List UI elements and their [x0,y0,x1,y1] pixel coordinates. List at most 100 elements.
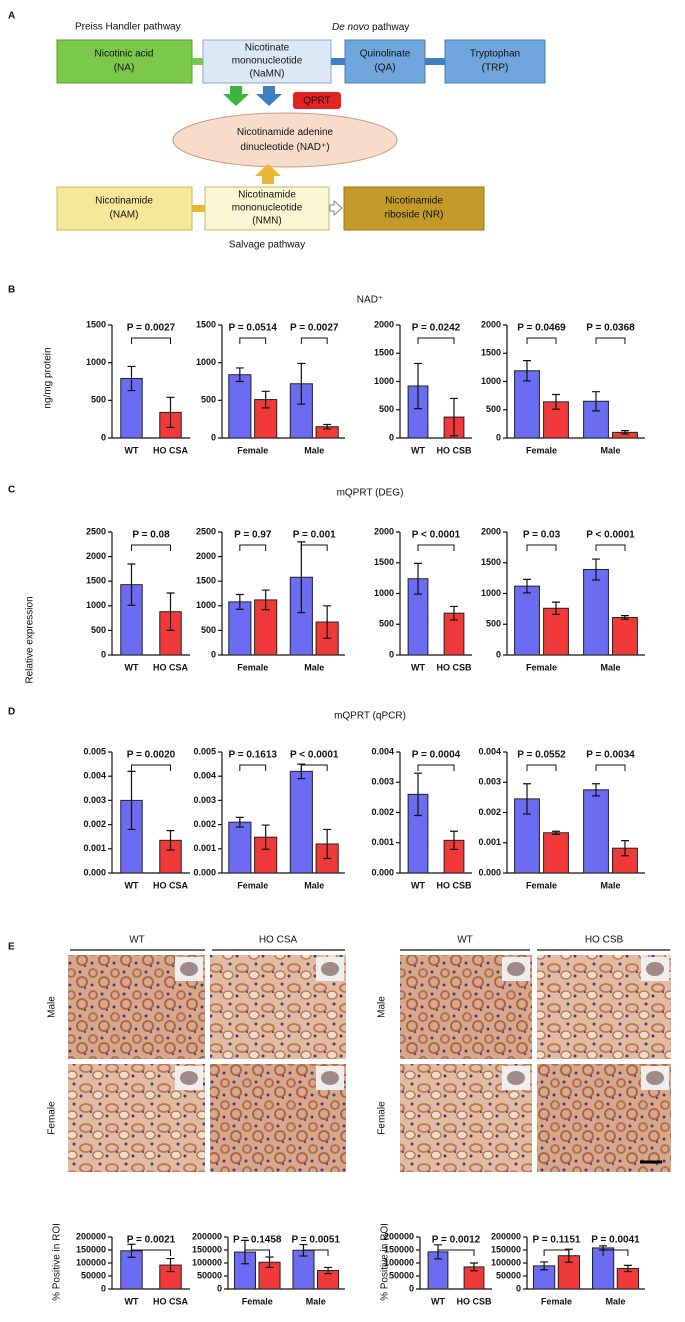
y-tick-label: 150000 [192,1244,222,1254]
significance-bracket [300,544,328,551]
y-tick-label: 1500 [481,557,501,567]
x-tick-label: Female [237,880,268,890]
significance-bracket [300,337,328,344]
p-value: P = 0.0027 [290,323,339,334]
x-tick-label: WT [411,662,425,672]
error-bar [127,770,136,831]
connector [425,58,445,65]
connector [192,205,205,212]
p-value: P = 0.0368 [586,323,635,334]
y-tick-label: 0.000 [83,867,106,877]
y-tick-label: 0 [409,1283,414,1293]
y-tick-label: 2000 [196,551,216,561]
p-value: P = 0.1458 [233,1235,282,1246]
y-tick-label: 0.000 [371,867,394,877]
significance-bracket [131,1249,171,1256]
na-box [56,39,193,84]
y-tick-label: 500 [91,625,106,635]
row-title: mQPRT (DEG) [337,488,404,499]
y-tick-label: 100000 [384,1257,414,1267]
significance-bracket [417,544,455,551]
bar [583,569,609,656]
y-tick-label: 2500 [196,526,216,536]
node-label: Nicotinate [245,43,290,54]
row-title: mQPRT (qPCR) [334,711,406,722]
qprt-box [293,92,341,109]
significance-bracket [131,764,171,771]
x-tick-label: Male [306,1296,326,1306]
y-tick-label: 0.002 [83,819,106,829]
error-bar [235,367,244,383]
y-axis-label: % Positive in ROI [380,1223,391,1301]
nam-box [56,186,193,231]
bar [583,789,609,874]
x-tick-label: Male [304,662,324,672]
significance-bracket [526,764,557,771]
y-tick-label: 0.005 [83,746,106,756]
x-tick-label: Male [600,662,620,672]
significance-bracket [595,337,626,344]
y-tick-label: 2000 [481,319,501,329]
x-tick-label: WT [125,662,139,672]
y-tick-label: 1000 [481,588,501,598]
error-bar [166,830,175,851]
p-value: P = 0.1613 [229,750,278,761]
significance-bracket [526,544,557,551]
error-bar [261,589,270,611]
y-tick-label: 100000 [192,1257,222,1267]
pathway-label: Salvage pathway [229,240,305,251]
error-bar [323,423,332,430]
x-tick-label: Male [304,880,324,890]
column-label: HO CSA [259,935,298,946]
qa-box [344,39,426,84]
column-label: WT [129,935,145,946]
arrow [223,86,249,106]
error-bar [166,396,175,429]
error-bar [166,592,175,631]
error-bar [523,783,532,815]
error-bar [324,1266,333,1275]
node-label: Quinolinate [360,49,411,60]
x-tick-label: Female [526,880,557,890]
node-label: (QA) [374,63,395,74]
error-bar [551,393,560,410]
y-tick-label: 0.004 [83,771,106,781]
significance-bracket [300,764,328,771]
p-value: P = 0.0020 [127,750,176,761]
p-value: P < 0.0001 [290,750,339,761]
y-tick-label: 2000 [374,319,394,329]
x-tick-label: WT [411,445,425,455]
panel-label: A [8,11,15,22]
p-value: P = 0.0514 [229,323,278,334]
p-value: P = 0.0004 [412,750,461,761]
pathway-label-text: pathway [369,22,409,33]
error-bar [540,1261,549,1271]
y-tick-label: 1500 [481,348,501,358]
column-label: HO CSB [585,935,624,946]
p-value: P = 0.0242 [412,323,461,334]
error-bar [235,593,244,610]
y-tick-label: 0 [211,432,216,442]
significance-bracket [526,337,557,344]
x-tick-label: WT [431,1296,445,1306]
node-label: Nicotinamide adenine [237,127,334,138]
y-tick-label: 0 [389,649,394,659]
error-bar [592,783,601,797]
error-bar [166,1257,175,1273]
p-value: P = 0.0469 [517,323,566,334]
x-tick-label: Female [242,1296,273,1306]
node-label: mononucleotide [232,56,303,67]
nmn-box [204,186,330,231]
error-bar [523,359,532,382]
error-bar [470,1262,478,1272]
p-value: P = 0.0034 [586,750,635,761]
arrow [255,164,281,184]
error-bar [297,541,306,614]
significance-bracket [131,337,171,344]
x-tick-label: WT [125,880,139,890]
y-tick-label: 0.001 [83,843,106,853]
node-label: (NaMN) [250,69,285,80]
y-tick-label: 2000 [86,551,106,561]
trp-box [444,39,546,84]
